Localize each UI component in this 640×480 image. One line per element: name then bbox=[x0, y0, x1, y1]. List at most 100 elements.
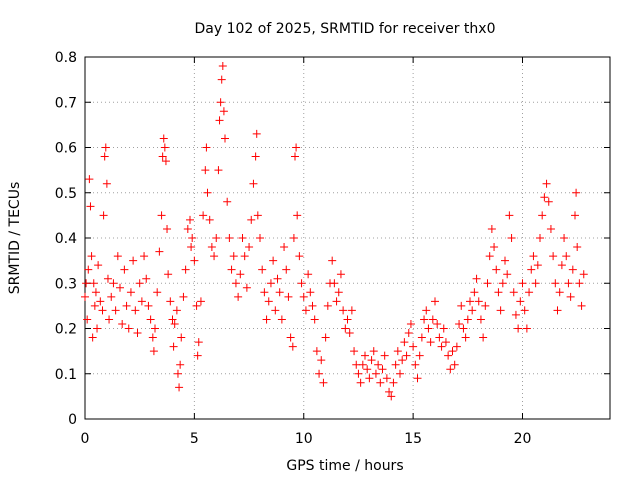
data-point-0-76 bbox=[205, 215, 214, 224]
data-point-0-131 bbox=[312, 347, 321, 356]
data-point-0-180 bbox=[420, 315, 429, 324]
data-point-0-83 bbox=[217, 75, 226, 84]
data-point-0-117 bbox=[286, 333, 295, 342]
data-point-0-105 bbox=[260, 288, 269, 297]
data-point-0-95 bbox=[240, 252, 249, 261]
data-point-0-249 bbox=[571, 211, 579, 220]
data-point-0-19 bbox=[103, 274, 112, 283]
data-point-0-227 bbox=[522, 324, 531, 333]
data-point-0-160 bbox=[376, 378, 385, 387]
data-point-0-2 bbox=[83, 315, 92, 324]
data-point-0-171 bbox=[400, 338, 409, 347]
data-point-0-102 bbox=[253, 211, 262, 220]
data-point-0-106 bbox=[262, 315, 271, 324]
data-point-0-15 bbox=[99, 211, 108, 220]
data-point-0-63 bbox=[183, 224, 192, 233]
data-point-0-233 bbox=[536, 234, 544, 242]
data-point-0-215 bbox=[496, 306, 505, 315]
data-point-0-181 bbox=[422, 306, 431, 315]
x-tick-label-3: 15 bbox=[404, 431, 422, 447]
data-point-0-6 bbox=[87, 252, 96, 261]
data-point-0-165 bbox=[387, 392, 396, 401]
data-point-0-246 bbox=[564, 279, 573, 288]
data-point-0-64 bbox=[186, 215, 194, 224]
data-point-0-201 bbox=[466, 297, 474, 306]
data-point-0-141 bbox=[334, 288, 343, 297]
data-point-0-23 bbox=[111, 306, 120, 315]
data-point-0-122 bbox=[293, 211, 302, 220]
data-point-0-154 bbox=[363, 365, 372, 374]
data-point-0-46 bbox=[158, 152, 167, 161]
data-point-0-126 bbox=[301, 306, 310, 315]
data-point-0-174 bbox=[406, 319, 415, 328]
data-point-0-113 bbox=[277, 315, 286, 324]
data-point-0-183 bbox=[426, 338, 435, 347]
data-point-0-242 bbox=[555, 288, 564, 297]
data-point-0-143 bbox=[339, 306, 348, 315]
data-point-0-190 bbox=[441, 338, 450, 347]
data-point-0-202 bbox=[468, 306, 477, 315]
data-point-0-29 bbox=[124, 324, 133, 333]
data-point-0-87 bbox=[223, 197, 232, 206]
data-point-0-153 bbox=[361, 351, 369, 360]
data-point-0-103 bbox=[256, 234, 264, 242]
data-point-0-14 bbox=[98, 306, 107, 315]
data-point-0-48 bbox=[160, 143, 169, 152]
data-point-0-247 bbox=[566, 292, 575, 301]
data-point-0-18 bbox=[102, 179, 111, 188]
data-point-0-161 bbox=[378, 365, 387, 374]
data-point-0-86 bbox=[221, 134, 229, 143]
data-point-0-67 bbox=[190, 256, 199, 265]
data-point-0-213 bbox=[492, 265, 501, 274]
data-point-0-200 bbox=[463, 315, 472, 324]
data-point-0-55 bbox=[170, 319, 179, 328]
data-point-0-250 bbox=[572, 188, 581, 197]
data-point-0-39 bbox=[146, 315, 155, 324]
data-point-0-92 bbox=[234, 292, 243, 301]
data-point-0-208 bbox=[481, 301, 490, 310]
data-point-0-238 bbox=[546, 224, 555, 233]
data-point-0-57 bbox=[173, 369, 182, 378]
data-point-0-71 bbox=[196, 297, 205, 306]
data-point-0-188 bbox=[437, 342, 446, 351]
data-point-0-206 bbox=[476, 315, 485, 324]
data-point-0-240 bbox=[551, 279, 560, 288]
y-tick-label-0: 0 bbox=[68, 412, 77, 428]
data-point-0-88 bbox=[225, 234, 234, 242]
data-point-0-100 bbox=[251, 152, 260, 161]
data-point-0-142 bbox=[336, 270, 345, 279]
data-point-0-248 bbox=[568, 265, 577, 274]
data-point-0-162 bbox=[380, 351, 389, 360]
x-axis-label: GPS time / hours bbox=[286, 458, 403, 474]
data-point-0-13 bbox=[96, 297, 105, 306]
data-point-0-98 bbox=[247, 215, 256, 224]
data-point-0-45 bbox=[157, 211, 166, 220]
data-point-0-52 bbox=[166, 297, 175, 306]
data-point-0-195 bbox=[452, 342, 461, 351]
data-point-0-5 bbox=[86, 202, 95, 211]
data-point-0-94 bbox=[238, 234, 247, 242]
data-point-0-53 bbox=[168, 315, 177, 324]
data-point-0-120 bbox=[291, 152, 299, 161]
data-point-0-97 bbox=[245, 243, 254, 252]
data-point-0-156 bbox=[367, 356, 376, 365]
data-point-0-210 bbox=[485, 252, 494, 261]
data-point-0-37 bbox=[142, 274, 151, 283]
data-point-0-214 bbox=[494, 288, 503, 297]
data-point-0-203 bbox=[470, 288, 479, 297]
data-point-0-107 bbox=[264, 297, 273, 306]
data-point-0-50 bbox=[163, 224, 172, 233]
data-point-0-93 bbox=[236, 270, 245, 279]
data-point-0-42 bbox=[151, 324, 159, 333]
data-point-0-119 bbox=[289, 234, 298, 242]
data-point-0-12 bbox=[94, 261, 103, 270]
x-tick-label-4: 20 bbox=[514, 431, 532, 447]
data-point-0-251 bbox=[573, 243, 582, 252]
data-point-0-59 bbox=[176, 360, 185, 369]
data-point-0-72 bbox=[199, 211, 208, 220]
data-point-0-155 bbox=[365, 374, 374, 383]
data-point-0-205 bbox=[474, 297, 483, 306]
data-point-0-96 bbox=[242, 283, 251, 292]
data-point-0-68 bbox=[192, 301, 201, 310]
data-point-0-125 bbox=[299, 292, 308, 301]
